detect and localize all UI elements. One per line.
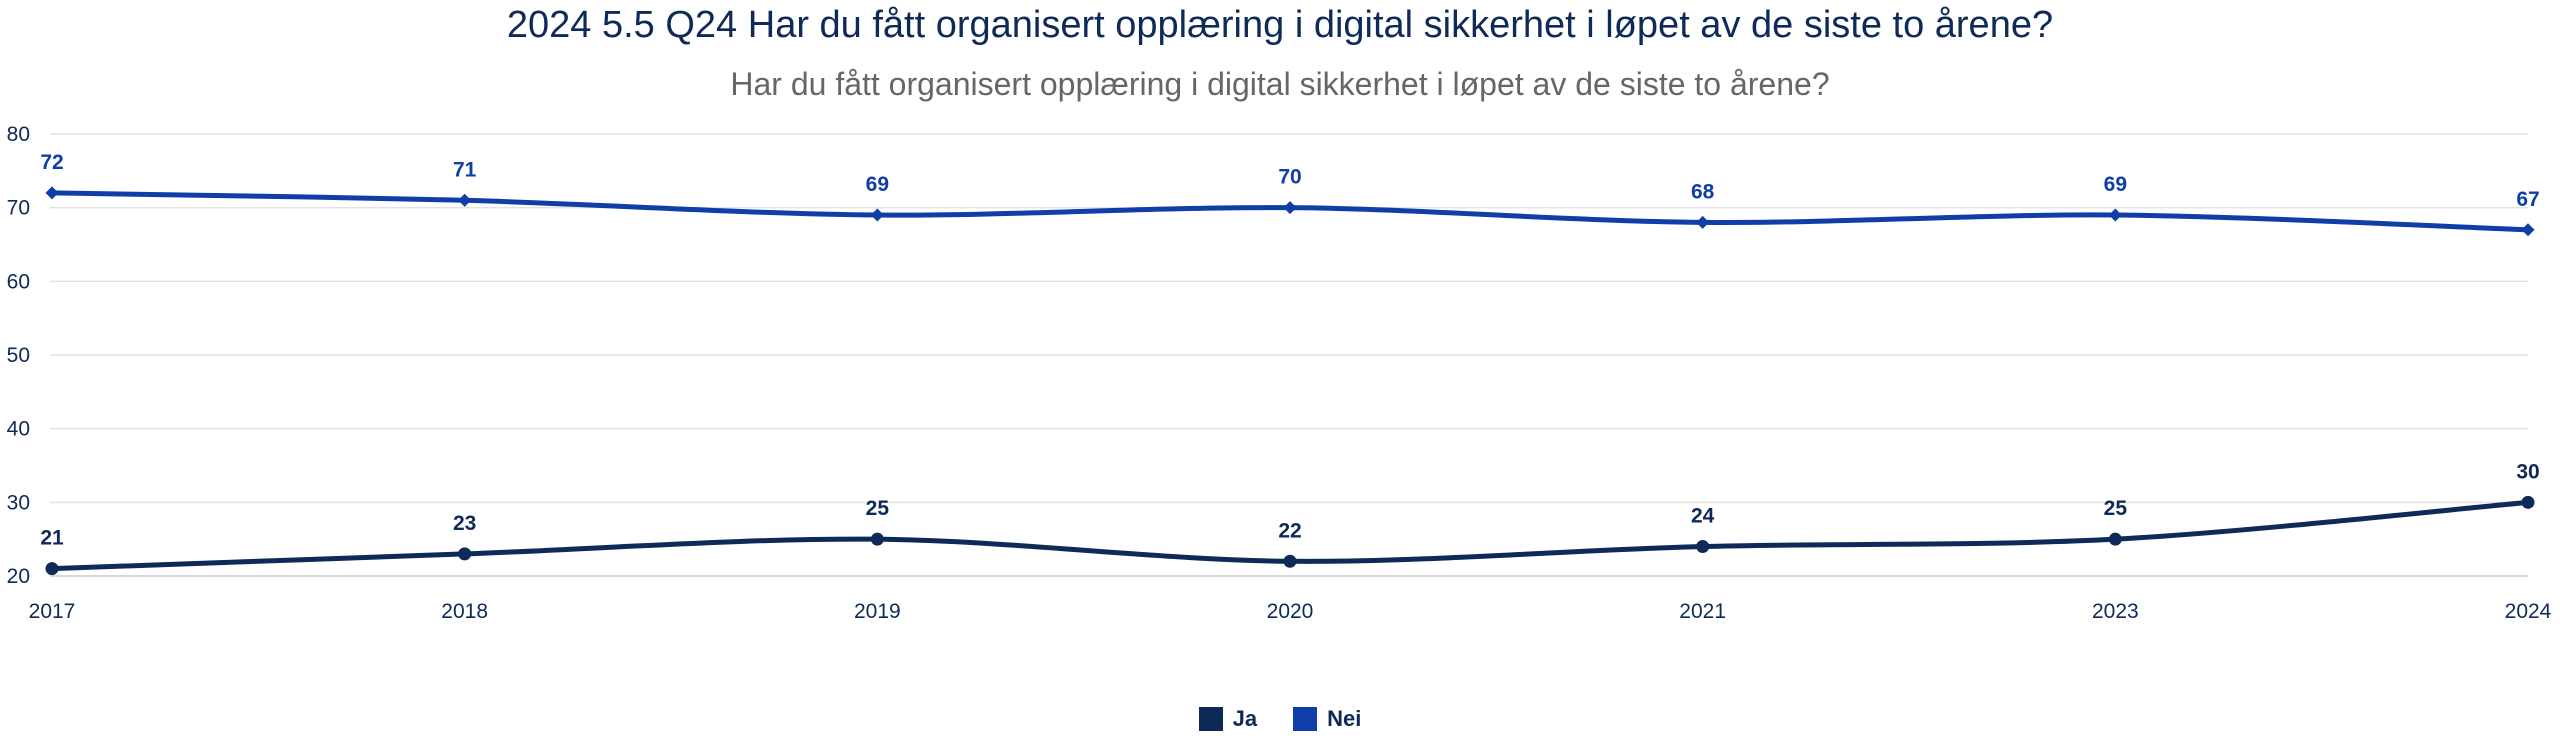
legend-label-ja: Ja [1232, 706, 1258, 731]
legend-item-ja[interactable]: Ja [1198, 706, 1258, 732]
point-nei [2521, 223, 2535, 237]
chart-subtitle: Har du fått organisert opplæring i digit… [730, 66, 1830, 102]
point-ja [1283, 554, 1297, 568]
y-tick-label: 70 [7, 197, 30, 220]
y-axis-ticks: 20 30 40 50 60 70 80 [7, 123, 30, 588]
data-label-nei: 72 [40, 151, 63, 174]
point-nei [870, 208, 884, 222]
data-label-ja: 21 [40, 527, 64, 550]
data-label-ja: 22 [1278, 519, 1301, 542]
point-ja [458, 547, 472, 561]
data-label-ja: 23 [453, 512, 476, 535]
y-tick-label: 50 [7, 344, 30, 367]
legend-item-nei[interactable]: Nei [1293, 706, 1361, 732]
point-nei [2108, 208, 2122, 222]
data-label-ja: 30 [2516, 460, 2539, 483]
data-label-nei: 70 [1278, 166, 1301, 189]
legend-swatch-ja [1198, 707, 1223, 731]
series-lines [45, 186, 2535, 576]
point-ja [2521, 495, 2535, 509]
x-tick-label: 2019 [854, 600, 901, 623]
x-axis-ticks: 2017 2018 2019 2020 2021 2023 2024 [29, 600, 2552, 623]
y-tick-label: 80 [7, 123, 30, 146]
data-label-ja: 25 [2104, 497, 2128, 520]
x-tick-label: 2017 [29, 600, 76, 623]
data-label-nei: 71 [453, 158, 477, 181]
data-label-nei: 69 [866, 173, 889, 196]
y-tick-label: 40 [7, 418, 30, 441]
data-label-nei: 69 [2104, 173, 2127, 196]
y-tick-label: 60 [7, 270, 30, 293]
point-ja [870, 532, 884, 546]
x-tick-label: 2023 [2092, 600, 2139, 623]
data-label-ja: 24 [1691, 505, 1715, 528]
point-ja [1696, 540, 1710, 554]
legend-swatch-nei [1293, 707, 1318, 731]
point-nei [1283, 201, 1297, 215]
data-labels: 21 23 25 22 24 25 30 72 71 69 70 68 69 67 [40, 151, 2539, 550]
x-tick-label: 2024 [2505, 600, 2552, 623]
x-tick-label: 2020 [1267, 600, 1314, 623]
y-tick-label: 30 [7, 491, 30, 514]
chart-title: 2024 5.5 Q24 Har du fått organisert oppl… [506, 4, 2054, 46]
point-nei [1696, 215, 1710, 229]
y-tick-label: 20 [7, 565, 30, 588]
data-label-nei: 68 [1691, 180, 1715, 203]
data-label-ja: 25 [866, 497, 890, 520]
x-tick-label: 2021 [1679, 600, 1726, 623]
data-label-nei: 67 [2516, 188, 2539, 211]
point-ja [45, 562, 59, 576]
point-nei [45, 186, 59, 200]
legend: Ja Nei [0, 706, 2560, 732]
point-ja [2108, 532, 2122, 546]
legend-label-nei: Nei [1327, 706, 1362, 731]
grid-lines [50, 133, 2528, 577]
point-nei [458, 193, 472, 207]
x-tick-label: 2018 [441, 600, 488, 623]
